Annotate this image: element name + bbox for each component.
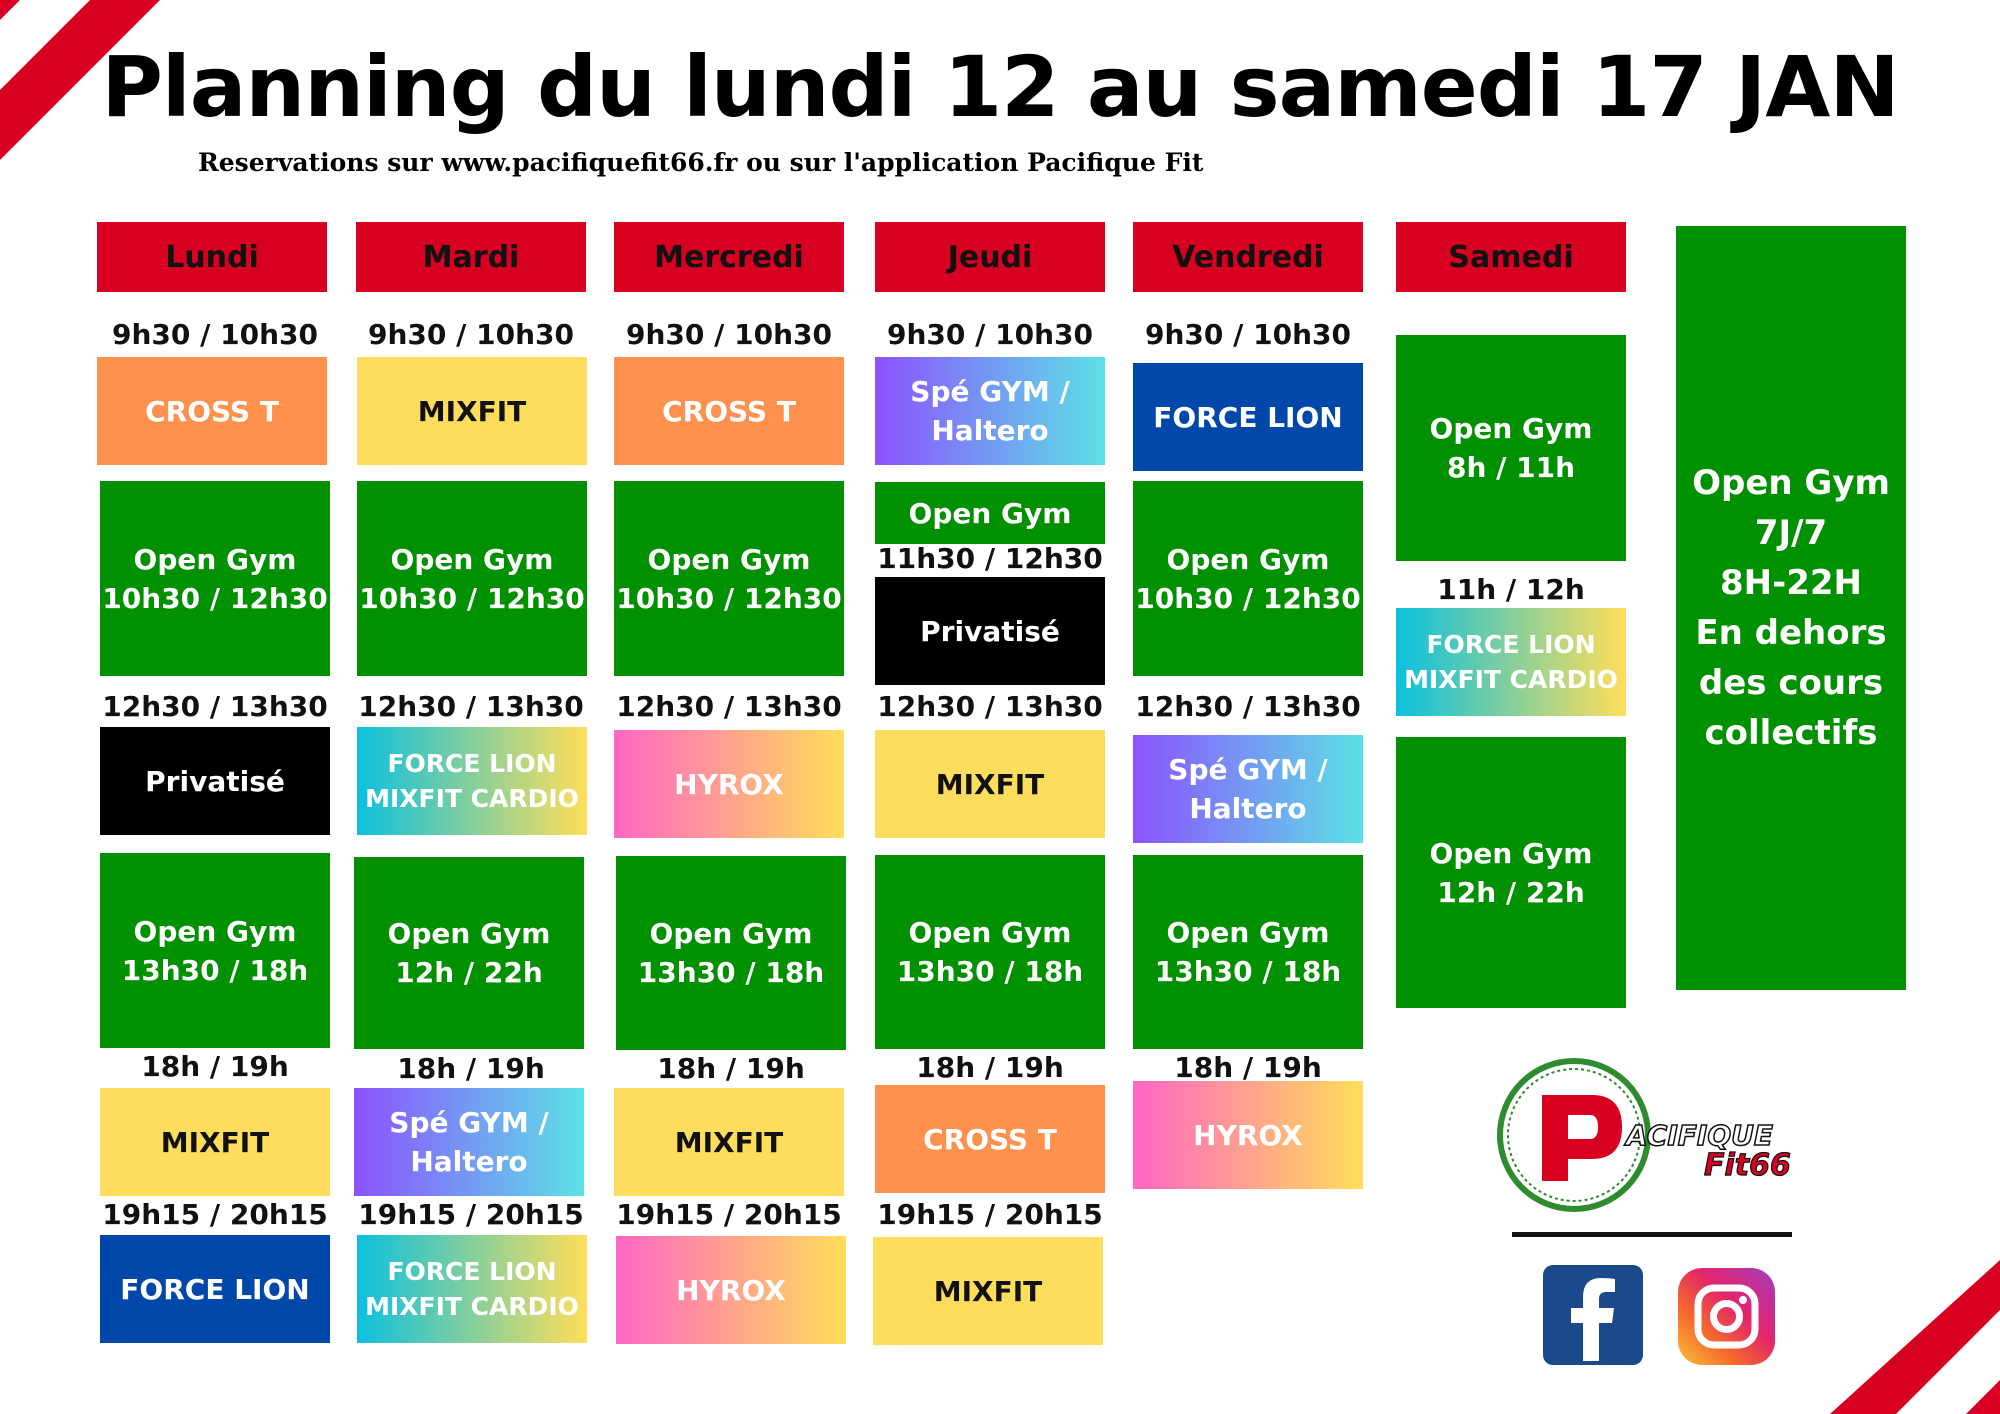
facebook-icon[interactable] bbox=[1543, 1265, 1643, 1365]
class-block-cross-t: CROSS T bbox=[97, 357, 327, 465]
open-gym-block: Open Gym 10h30 / 12h30 bbox=[100, 481, 330, 676]
time-slot: 18h / 19h bbox=[1174, 1051, 1322, 1084]
day-header-samedi: Samedi bbox=[1396, 222, 1626, 292]
time-slot: 19h15 / 20h15 bbox=[358, 1198, 584, 1231]
time-slot: 9h30 / 10h30 bbox=[887, 318, 1093, 351]
time-slot: 18h / 19h bbox=[141, 1050, 289, 1083]
day-header-mardi: Mardi bbox=[356, 222, 586, 292]
class-block-force-lion: FORCE LION bbox=[1133, 363, 1363, 471]
open-gym-block: Open Gym 13h30 / 18h bbox=[100, 853, 330, 1048]
time-slot: 9h30 / 10h30 bbox=[368, 318, 574, 351]
open-gym-block: Open Gym 12h / 22h bbox=[354, 857, 584, 1049]
time-slot: 9h30 / 10h30 bbox=[1145, 318, 1351, 351]
open-gym-block: Open Gym 10h30 / 12h30 bbox=[614, 481, 844, 676]
time-slot: 19h15 / 20h15 bbox=[102, 1198, 328, 1231]
open-gym-block: Open Gym 12h / 22h bbox=[1396, 737, 1626, 1008]
class-block-mixfit: MIXFIT bbox=[875, 730, 1105, 838]
class-block-force-lion-mixfit-cardio: FORCE LION MIXFIT CARDIO bbox=[357, 1235, 587, 1343]
class-block-hyrox: HYROX bbox=[1133, 1081, 1363, 1189]
open-gym-block: Open Gym 13h30 / 18h bbox=[875, 855, 1105, 1049]
class-block-force-lion: FORCE LION bbox=[100, 1235, 330, 1343]
open-gym-block: Open Gym 10h30 / 12h30 bbox=[1133, 481, 1363, 676]
class-block-mixfit: MIXFIT bbox=[614, 1088, 844, 1196]
class-block-hyrox: HYROX bbox=[616, 1236, 846, 1344]
day-header-lundi: Lundi bbox=[97, 222, 327, 292]
open-gym-block: Open Gym 8h / 11h bbox=[1396, 335, 1626, 561]
open-gym-block: Open Gym 13h30 / 18h bbox=[616, 856, 846, 1050]
time-slot: 18h / 19h bbox=[657, 1052, 805, 1085]
day-header-jeudi: Jeudi bbox=[875, 222, 1105, 292]
time-slot: 12h30 / 13h30 bbox=[1135, 690, 1361, 723]
class-block-mixfit: MIXFIT bbox=[357, 357, 587, 465]
time-slot: 18h / 19h bbox=[397, 1052, 545, 1085]
time-slot: 11h / 12h bbox=[1437, 573, 1585, 606]
reservation-subtitle: Reservations sur www.pacifiquefit66.fr o… bbox=[198, 148, 1204, 177]
class-block-hyrox: HYROX bbox=[614, 730, 844, 838]
class-block-mixfit: MIXFIT bbox=[873, 1237, 1103, 1345]
page-title: Planning du lundi 12 au samedi 17 JAN bbox=[101, 38, 1899, 136]
time-slot: 12h30 / 13h30 bbox=[877, 690, 1103, 723]
instagram-icon[interactable] bbox=[1678, 1268, 1775, 1365]
class-block-mixfit: MIXFIT bbox=[100, 1088, 330, 1196]
time-slot: 12h30 / 13h30 bbox=[102, 690, 328, 723]
open-gym-block: Open Gym bbox=[875, 482, 1105, 544]
time-slot: 19h15 / 20h15 bbox=[616, 1198, 842, 1231]
open-gym-info-panel: Open Gym 7J/7 8H-22H En dehors des cours… bbox=[1676, 226, 1906, 990]
svg-text:ACIFIQUE: ACIFIQUE bbox=[1624, 1119, 1773, 1152]
time-slot: 12h30 / 13h30 bbox=[358, 690, 584, 723]
class-block-cross-t: CROSS T bbox=[614, 357, 844, 465]
time-slot: 9h30 / 10h30 bbox=[626, 318, 832, 351]
open-gym-block: Open Gym 10h30 / 12h30 bbox=[357, 481, 587, 676]
corner-stripe-bottom-right bbox=[1830, 1260, 2000, 1414]
time-slot: 9h30 / 10h30 bbox=[112, 318, 318, 351]
divider-line bbox=[1512, 1232, 1792, 1237]
class-block-privatise: Privatisé bbox=[100, 727, 330, 835]
corner-stripe-top-left bbox=[0, 0, 160, 160]
class-block-privatise: Privatisé bbox=[875, 577, 1105, 685]
class-block-force-lion-mixfit-cardio: FORCE LION MIXFIT CARDIO bbox=[357, 727, 587, 835]
class-block-force-lion-mixfit-cardio: FORCE LION MIXFIT CARDIO bbox=[1396, 608, 1626, 716]
day-header-vendredi: Vendredi bbox=[1133, 222, 1363, 292]
time-slot: 11h30 / 12h30 bbox=[877, 542, 1103, 575]
day-header-mercredi: Mercredi bbox=[614, 222, 844, 292]
time-slot: 18h / 19h bbox=[916, 1051, 1064, 1084]
class-block-spe-gym-haltero: Spé GYM / Haltero bbox=[1133, 735, 1363, 843]
pacifique-fit-logo: ACIFIQUE Fit66 bbox=[1497, 1058, 1791, 1212]
time-slot: 19h15 / 20h15 bbox=[877, 1198, 1103, 1231]
open-gym-block: Open Gym 13h30 / 18h bbox=[1133, 855, 1363, 1049]
class-block-cross-t: CROSS T bbox=[875, 1085, 1105, 1193]
time-slot: 12h30 / 13h30 bbox=[616, 690, 842, 723]
class-block-spe-gym-haltero: Spé GYM / Haltero bbox=[875, 357, 1105, 465]
svg-text:Fit66: Fit66 bbox=[1704, 1148, 1791, 1183]
class-block-spe-gym-haltero: Spé GYM / Haltero bbox=[354, 1088, 584, 1196]
